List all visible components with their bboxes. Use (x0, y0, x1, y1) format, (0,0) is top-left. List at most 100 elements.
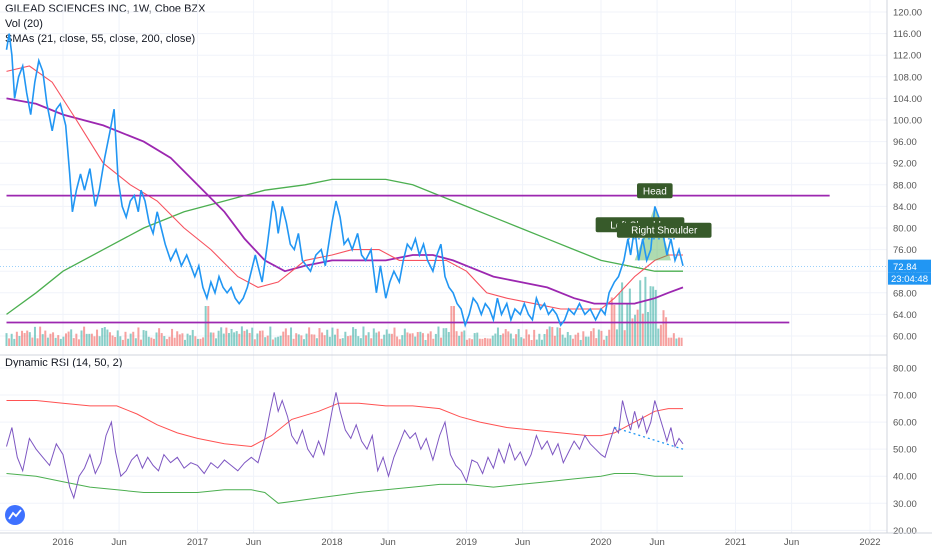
volume-bar (427, 333, 430, 346)
volume-bar (114, 336, 117, 346)
volume-bar (220, 327, 223, 346)
volume-bar (385, 329, 388, 346)
volume-bar (256, 333, 259, 346)
volume-bar (336, 328, 339, 346)
volume-bar (641, 313, 644, 346)
price-tick-label: 84.00 (893, 202, 917, 213)
volume-bar (313, 334, 316, 346)
volume-bar (582, 331, 585, 346)
volume-bar (434, 333, 437, 346)
volume-bar (450, 306, 453, 346)
volume-bar (181, 333, 184, 346)
volume-bar (535, 339, 538, 346)
volume-bar (590, 331, 593, 346)
volume-bar (341, 338, 344, 346)
sma-legend: SMAs (21, close, 55, close, 200, close) (5, 33, 196, 45)
volume-bar (321, 332, 324, 346)
volume-bar (26, 330, 29, 346)
volume-bar (199, 338, 202, 346)
volume-bar (346, 336, 349, 346)
rsi-tick-label: 80.00 (893, 364, 917, 375)
volume-bar (460, 331, 463, 346)
volume-bar (59, 338, 62, 346)
volume-bar (628, 288, 631, 346)
volume-bar (502, 333, 505, 346)
head-label-box (637, 183, 673, 199)
volume-bar (18, 336, 21, 346)
volume-bar (548, 326, 551, 346)
rsi-tick-label: 50.00 (893, 445, 917, 456)
volume-bar (657, 328, 660, 346)
volume-bar (49, 333, 52, 346)
volume-bar (662, 310, 665, 346)
volume-bar (471, 339, 474, 346)
volume-bar (559, 327, 562, 346)
volume-bar (217, 330, 220, 346)
volume-bar (571, 338, 574, 346)
rsi-lower-band (6, 473, 683, 504)
volume-bar (230, 328, 233, 346)
volume-bar (85, 333, 88, 346)
volume-bar (111, 335, 114, 346)
volume-bar (108, 332, 111, 346)
volume-bar (468, 338, 471, 346)
price-tick-label: 100.00 (893, 116, 922, 127)
volume-bar (318, 328, 321, 346)
time-tick-label: Jun (380, 537, 395, 548)
volume-bar (21, 330, 24, 346)
volume-bar (370, 338, 373, 346)
volume-bar (533, 329, 536, 346)
volume-bar (248, 332, 251, 346)
volume-bar (406, 332, 409, 346)
countdown-badge (888, 272, 931, 285)
price-tick-label: 80.00 (893, 224, 917, 235)
time-tick-label: Jun (649, 537, 664, 548)
right-shoulder-label-box (616, 222, 712, 238)
volume-bar (54, 337, 57, 346)
volume-bar (290, 327, 293, 346)
volume-bar (556, 327, 559, 346)
volume-bar (476, 332, 479, 346)
rsi-tick-label: 60.00 (893, 418, 917, 429)
volume-bar (72, 338, 75, 346)
volume-bar (463, 330, 466, 346)
rsi-tick-label: 20.00 (893, 526, 917, 537)
volume-bar (127, 338, 130, 346)
volume-bar (442, 328, 445, 346)
volume-bar (372, 328, 375, 346)
volume-bar (98, 336, 101, 346)
volume-bar (67, 331, 70, 346)
volume-bar (168, 336, 171, 346)
volume-bar (284, 328, 287, 346)
volume-bar (525, 329, 528, 346)
volume-bar (145, 330, 148, 346)
volume-bar (553, 335, 556, 346)
time-tick-label: 2017 (187, 537, 208, 548)
volume-bar (667, 337, 670, 346)
volume-bar (566, 331, 569, 346)
volume-bar (204, 306, 207, 346)
volume-bar (564, 337, 567, 346)
volume-bar (546, 329, 549, 346)
volume-bar (403, 328, 406, 346)
volume-bar (357, 336, 360, 346)
volume-bar (447, 332, 450, 346)
volume-bar (486, 338, 489, 346)
volume-bar (251, 327, 254, 346)
volume-bar (543, 333, 546, 346)
time-tick-label: 2021 (725, 537, 746, 548)
volume-bar (600, 330, 603, 346)
volume-bar (388, 333, 391, 346)
volume-bar (437, 326, 440, 346)
volume-bar (33, 326, 36, 346)
volume-bar (93, 336, 96, 346)
volume-bar (618, 292, 621, 346)
volume-bar (613, 304, 616, 346)
price-tick-label: 96.00 (893, 137, 917, 148)
logo-mark (8, 509, 22, 520)
volume-bar (429, 331, 432, 346)
volume-bar (116, 330, 119, 346)
volume-bar (287, 335, 290, 346)
volume-bar (142, 330, 145, 346)
